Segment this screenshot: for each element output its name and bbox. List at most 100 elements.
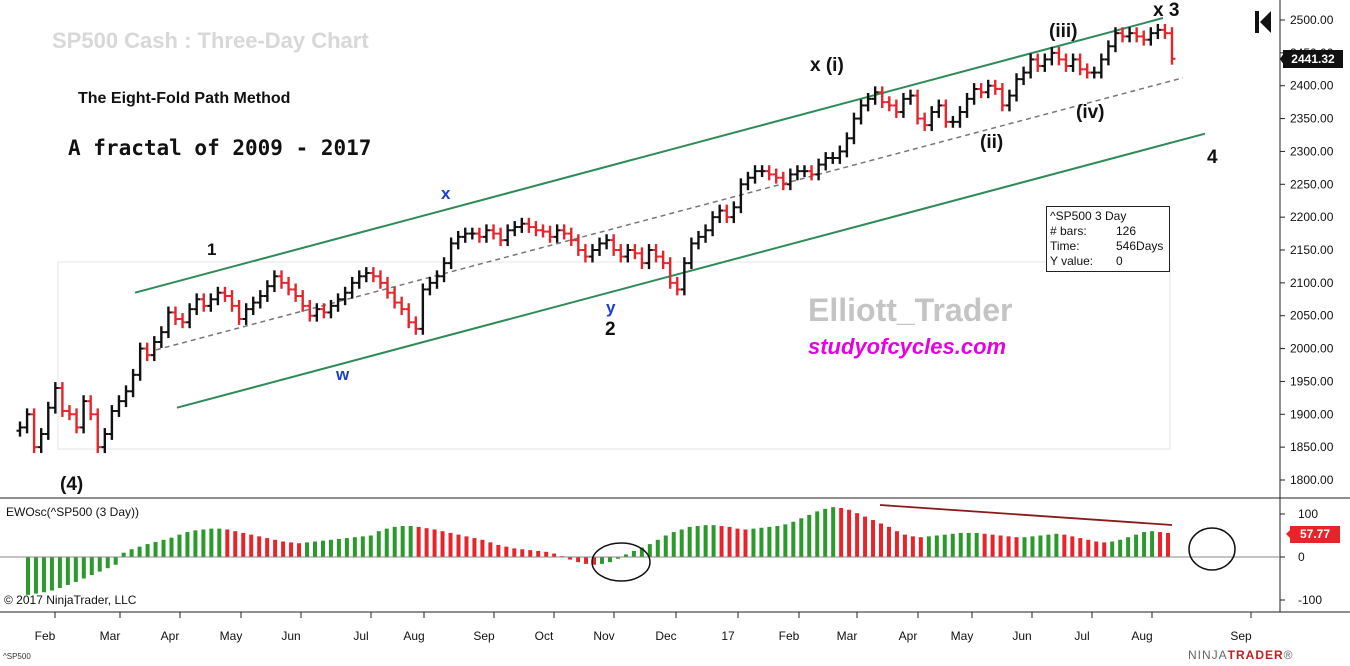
price-bar: [200, 293, 208, 312]
price-bar: [765, 165, 773, 181]
price-bar: [694, 230, 702, 250]
price-bar: [723, 204, 731, 224]
x-tick-label: Apr: [161, 629, 180, 643]
price-bar: [793, 165, 801, 181]
price-bar: [808, 165, 816, 181]
osc-tick-label: 100: [1298, 507, 1318, 521]
price-bar: [638, 247, 646, 270]
price-bar: [998, 83, 1006, 112]
fractal-label: A fractal of 2009 - 2017: [68, 136, 372, 160]
price-bar: [362, 267, 370, 283]
price-bar: [475, 227, 483, 243]
price-bar: [1126, 27, 1134, 43]
x-tick-label: Dec: [655, 629, 676, 643]
price-bar: [1147, 27, 1155, 46]
price-bar: [935, 99, 943, 118]
x-tick-label: May: [951, 629, 974, 643]
price-bar: [384, 276, 392, 299]
y-tick-label: 2500.00: [1290, 13, 1334, 27]
price-bar: [497, 227, 505, 247]
osc-tick-label: 0: [1298, 550, 1305, 564]
axes: 2500.002450.002400.002350.002300.002250.…: [0, 0, 1350, 643]
price-bar: [426, 276, 434, 296]
price-bar: [984, 79, 992, 99]
info-y-label: Y value:: [1050, 254, 1094, 268]
y-tick-label: 2300.00: [1290, 144, 1334, 158]
trader-watermark: Elliott_Trader: [808, 292, 1013, 328]
price-bar: [511, 221, 519, 237]
price-bar: [1097, 53, 1105, 79]
x-tick-label: May: [220, 629, 243, 643]
price-bar: [949, 115, 957, 128]
y-tick-label: 2400.00: [1290, 79, 1334, 93]
price-bar: [277, 270, 285, 289]
faint-frame: [57, 261, 1171, 450]
price-bar: [468, 227, 476, 240]
price-bar: [80, 395, 88, 434]
price-bar: [490, 224, 498, 240]
price-bar: [702, 224, 710, 243]
target-circle: [1188, 527, 1236, 571]
price-bar: [1119, 27, 1127, 43]
price-bar: [864, 92, 872, 112]
wave-label-4b: 4: [1207, 147, 1218, 168]
price-bar: [1140, 30, 1148, 46]
price-bar: [786, 168, 794, 191]
price-bar: [779, 171, 787, 191]
price-bar: [306, 299, 314, 322]
price-bar: [1133, 27, 1141, 43]
price-bar: [30, 408, 38, 454]
price-bar: [532, 221, 540, 237]
price-bar: [334, 293, 342, 312]
oscillator-name: EWOsc(^SP500 (3 Day)): [6, 505, 139, 519]
price-bar: [829, 152, 837, 164]
divergence-line: [879, 504, 1173, 526]
price-bar: [221, 286, 229, 302]
price-bar: [1062, 53, 1070, 72]
price-bar: [956, 106, 964, 128]
price-bar: [652, 244, 660, 263]
price-bar: [461, 227, 469, 243]
price-bar: [270, 270, 278, 293]
price-bar: [1013, 73, 1021, 102]
price-bar: [581, 244, 589, 263]
oscillator-histogram: [26, 507, 1170, 595]
osc-value-tag: 57.77: [1290, 526, 1340, 543]
price-bar: [610, 234, 618, 256]
price-bar: [369, 267, 377, 283]
brand-mark: ®: [1283, 648, 1294, 662]
price-bar: [1034, 53, 1042, 72]
price-bar: [815, 158, 823, 181]
price-bar: [299, 290, 307, 312]
price-bar: [680, 257, 688, 296]
price-bar: [129, 368, 137, 398]
info-bars-value: 126: [1116, 224, 1137, 238]
price-bar: [214, 286, 222, 306]
price-bar: [1020, 66, 1028, 86]
price-bar: [398, 296, 406, 316]
y-tick-label: 2250.00: [1290, 177, 1334, 191]
price-bar: [928, 106, 936, 132]
x-tick-label: Sep: [473, 629, 495, 643]
x-tick-label: Feb: [35, 629, 56, 643]
price-bar: [871, 86, 879, 105]
site-watermark: studyofcycles.com: [808, 334, 1007, 359]
price-bar: [482, 224, 490, 243]
x-tick-label: Apr: [899, 629, 918, 643]
price-bar: [758, 165, 766, 178]
chart-title: SP500 Cash : Three-Day Chart: [52, 28, 369, 53]
trend-channel: [134, 17, 1206, 409]
price-bar: [1161, 23, 1169, 40]
brand-part-a: NINJA: [1188, 648, 1228, 662]
info-time-label: Time:: [1050, 239, 1080, 253]
price-bar: [892, 99, 900, 118]
price-bar: [51, 382, 59, 414]
price-bar: [355, 270, 363, 289]
price-bar: [440, 257, 448, 283]
price-bar: [327, 299, 335, 319]
skip-to-start-icon[interactable]: [1253, 9, 1273, 35]
price-bar: [857, 99, 865, 125]
price-bar: [1104, 40, 1112, 66]
channel-mid-line: [155, 77, 1184, 351]
